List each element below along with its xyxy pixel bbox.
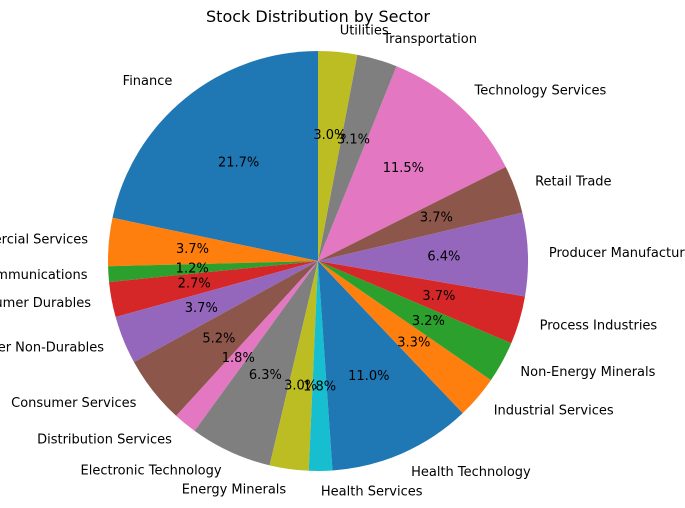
pie-slice [318,261,525,344]
pie-slice [108,217,318,267]
slice-percent-label: 21.7% [218,156,259,171]
slice-category-label: Health Technology [411,465,531,480]
slice-percent-label: 3.3% [397,335,430,350]
slice-percent-label: 3.2% [412,314,445,329]
pie-slice [318,212,529,297]
pie-percent-labels: 21.7%3.7%1.2%2.7%3.7%5.2%1.8%6.3%3.0%1.8… [176,128,461,394]
slice-category-label: Consumer Services [11,396,136,411]
pie-slice [318,66,506,262]
pie-slice [308,261,333,472]
slice-category-label: Communications [0,268,88,283]
pie-slice [318,261,491,414]
slice-category-label: Retail Trade [535,175,611,190]
slice-percent-label: 1.8% [303,380,336,395]
slice-percent-label: 3.0% [313,128,346,143]
slice-percent-label: 3.7% [185,301,218,316]
slice-percent-label: 3.0% [284,378,317,393]
pie-slice [318,54,397,261]
pie-slices [108,51,529,472]
slice-category-label: Commercial Services [0,233,88,248]
slice-category-label: Energy Minerals [182,482,287,497]
slice-percent-label: 6.4% [427,250,460,265]
slice-category-label: Technology Services [474,84,607,99]
pie-slice [108,261,318,283]
slice-percent-label: 2.7% [178,277,211,292]
pie-category-labels: Finance Commercial Services Communications… [0,24,685,500]
pie-slice [109,261,318,318]
pie-slice [133,261,318,416]
pie-slice [269,261,318,471]
slice-category-label: Non-Energy Minerals [520,365,655,380]
pie-slice [318,51,358,261]
slice-category-label: Producer Manufacturing [549,246,685,261]
pie-slice [115,261,319,363]
pie-slice [318,261,463,471]
pie-slice [318,261,512,381]
slice-category-label: Health Services [321,485,423,500]
slice-percent-label: 3.7% [176,242,209,257]
slice-category-label: Transportation [382,32,477,47]
slice-percent-label: 6.3% [249,368,282,383]
slice-category-label: Finance [123,74,173,89]
slice-percent-label: 11.0% [348,369,389,384]
slice-category-label: Process Industries [540,319,658,334]
slice-category-label: Electronic Technology [81,463,222,478]
slice-percent-label: 1.8% [222,351,255,366]
slice-percent-label: 3.7% [422,289,455,304]
chart-title: Stock Distribution by Sector [206,7,430,26]
slice-category-label: Consumer Durables [0,296,91,311]
slice-category-label: Consumer Non-Durables [0,341,104,356]
pie-slice [112,51,318,261]
pie-slice [318,166,523,261]
slice-percent-label: 11.5% [383,161,424,176]
slice-category-label: Industrial Services [494,404,614,419]
pie-slice [176,261,318,431]
pie-slice [194,261,318,466]
slice-percent-label: 3.7% [420,210,453,225]
slice-percent-label: 1.2% [176,261,209,276]
slice-percent-label: 5.2% [202,331,235,346]
slice-category-label: Utilities [340,24,389,39]
slice-percent-label: 3.1% [337,133,370,148]
slice-category-label: Distribution Services [37,432,172,447]
